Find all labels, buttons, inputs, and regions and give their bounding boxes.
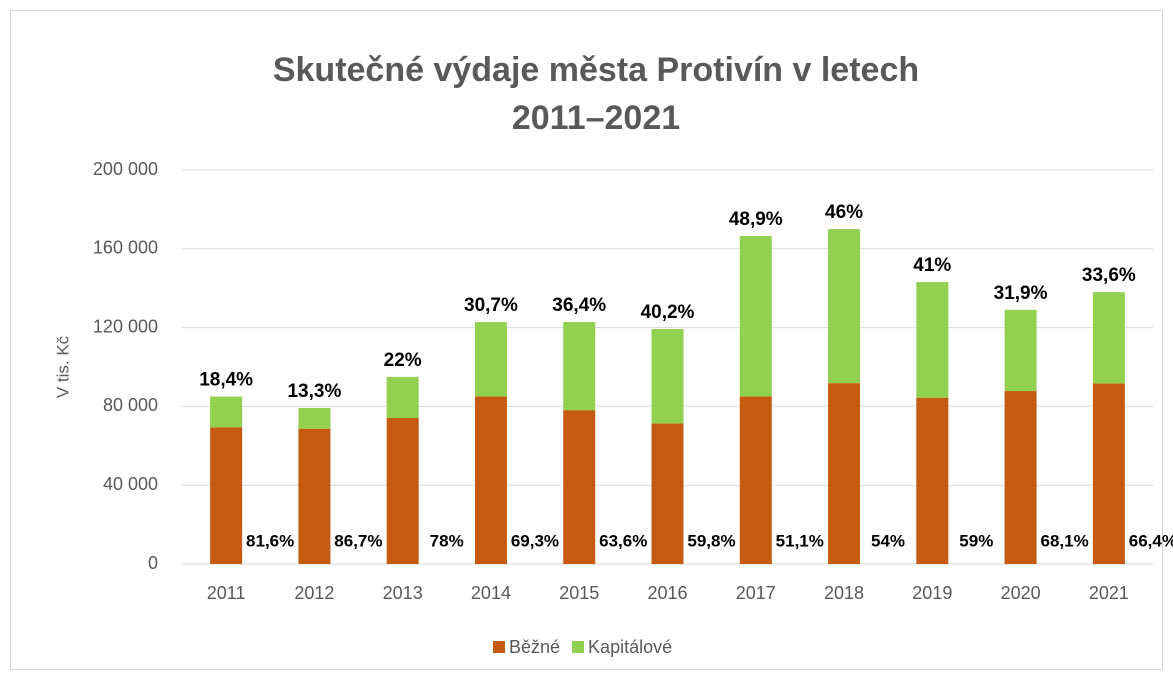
y-tick-label: 80 000	[103, 395, 158, 415]
x-tick-label: 2015	[559, 583, 599, 603]
data-label: 46%	[825, 202, 863, 223]
bar-segment	[474, 396, 507, 564]
bar-segment	[210, 427, 243, 564]
bar-segment	[386, 418, 419, 564]
x-tick-label: 2018	[824, 583, 864, 603]
y-tick-label: 0	[148, 553, 158, 573]
data-label: 13,3%	[287, 381, 341, 402]
bar-segment	[563, 322, 596, 411]
x-tick-label: 2021	[1089, 583, 1129, 603]
data-label: 30,7%	[464, 295, 518, 316]
y-tick-label: 200 000	[93, 159, 158, 179]
x-tick-label: 2012	[294, 583, 334, 603]
data-label: 68,1%	[1040, 531, 1088, 550]
bar-segment	[1004, 391, 1037, 564]
bar-segment	[651, 328, 684, 424]
bar-segment	[210, 396, 243, 428]
bar-segment	[739, 396, 772, 564]
y-tick-label: 120 000	[93, 316, 158, 336]
bar-segment	[474, 322, 507, 397]
bar-segment	[1092, 292, 1125, 384]
legend-swatch	[572, 641, 585, 653]
bar-segment	[1092, 383, 1125, 564]
legend-label: Běžné	[509, 637, 560, 657]
bar-segment	[916, 397, 949, 564]
data-label: 36,4%	[552, 295, 606, 316]
bar-segment	[739, 235, 772, 397]
x-tick-label: 2016	[647, 583, 687, 603]
data-label: 66,4%	[1129, 531, 1173, 550]
data-label: 22%	[384, 350, 422, 371]
bar-segment	[828, 229, 861, 384]
data-label: 31,9%	[994, 283, 1048, 304]
x-tick-label: 2019	[912, 583, 952, 603]
legend-label: Kapitálové	[588, 637, 672, 657]
data-label: 59,8%	[687, 531, 735, 550]
bar-segment	[828, 383, 861, 564]
data-label: 69,3%	[511, 531, 559, 550]
data-label: 48,9%	[729, 209, 783, 230]
data-label: 18,4%	[199, 370, 253, 391]
data-label: 40,2%	[641, 302, 695, 323]
x-tick-label: 2020	[1001, 583, 1041, 603]
legend-swatch	[493, 641, 505, 653]
data-label: 63,6%	[599, 531, 647, 550]
bar-segment	[298, 428, 331, 564]
data-label: 78%	[430, 531, 464, 550]
bar-segment	[651, 423, 684, 564]
data-label: 33,6%	[1082, 265, 1136, 286]
data-label: 59%	[959, 531, 993, 550]
chart-title: Skutečné výdaje města Protivín v letech	[273, 51, 919, 89]
x-tick-label: 2014	[471, 583, 511, 603]
y-tick-label: 160 000	[93, 238, 158, 258]
bar-segment	[916, 282, 949, 398]
data-label: 41%	[913, 255, 951, 276]
bar-segment	[1004, 309, 1037, 392]
x-tick-label: 2013	[383, 583, 423, 603]
data-label: 81,6%	[246, 531, 294, 550]
bar-segment	[298, 407, 331, 429]
bar-segment	[563, 410, 596, 564]
data-label: 51,1%	[776, 531, 824, 550]
y-axis-title: V tis. Kč	[53, 335, 72, 398]
data-label: 54%	[871, 531, 905, 550]
y-tick-label: 40 000	[103, 474, 158, 494]
chart-subtitle: 2011–2021	[512, 99, 680, 137]
x-tick-label: 2017	[736, 583, 776, 603]
bar-segment	[386, 376, 419, 419]
data-label: 86,7%	[334, 531, 382, 550]
x-tick-label: 2011	[207, 583, 246, 603]
